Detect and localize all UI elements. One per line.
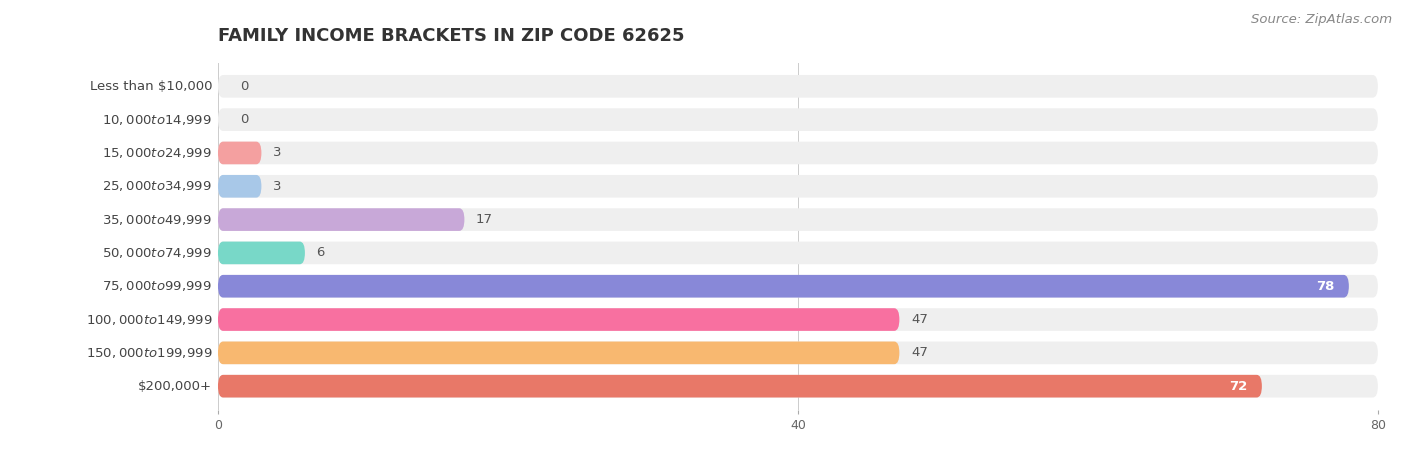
- Text: $200,000+: $200,000+: [138, 380, 212, 393]
- Text: $75,000 to $99,999: $75,000 to $99,999: [103, 279, 212, 293]
- FancyBboxPatch shape: [218, 242, 305, 264]
- FancyBboxPatch shape: [218, 142, 262, 164]
- Text: Source: ZipAtlas.com: Source: ZipAtlas.com: [1251, 14, 1392, 27]
- Text: $10,000 to $14,999: $10,000 to $14,999: [103, 112, 212, 126]
- Text: 72: 72: [1229, 380, 1247, 393]
- FancyBboxPatch shape: [218, 275, 1348, 297]
- Text: $35,000 to $49,999: $35,000 to $49,999: [103, 212, 212, 227]
- FancyBboxPatch shape: [218, 208, 1378, 231]
- Text: 3: 3: [273, 146, 281, 159]
- FancyBboxPatch shape: [218, 308, 900, 331]
- FancyBboxPatch shape: [218, 342, 1378, 364]
- Text: $15,000 to $24,999: $15,000 to $24,999: [103, 146, 212, 160]
- Text: 6: 6: [316, 247, 325, 259]
- Text: 0: 0: [239, 113, 247, 126]
- FancyBboxPatch shape: [218, 208, 464, 231]
- FancyBboxPatch shape: [218, 75, 1378, 98]
- Text: 78: 78: [1316, 280, 1334, 293]
- Text: 47: 47: [911, 346, 928, 360]
- Text: $150,000 to $199,999: $150,000 to $199,999: [86, 346, 212, 360]
- Text: $25,000 to $34,999: $25,000 to $34,999: [103, 179, 212, 193]
- FancyBboxPatch shape: [218, 342, 900, 364]
- FancyBboxPatch shape: [218, 242, 1378, 264]
- Text: Less than $10,000: Less than $10,000: [90, 80, 212, 93]
- Text: FAMILY INCOME BRACKETS IN ZIP CODE 62625: FAMILY INCOME BRACKETS IN ZIP CODE 62625: [218, 27, 685, 45]
- FancyBboxPatch shape: [218, 142, 1378, 164]
- FancyBboxPatch shape: [218, 375, 1378, 397]
- Text: 3: 3: [273, 180, 281, 193]
- Text: 17: 17: [477, 213, 494, 226]
- FancyBboxPatch shape: [218, 308, 1378, 331]
- FancyBboxPatch shape: [218, 275, 1378, 297]
- Text: 47: 47: [911, 313, 928, 326]
- FancyBboxPatch shape: [218, 175, 1378, 198]
- Text: $50,000 to $74,999: $50,000 to $74,999: [103, 246, 212, 260]
- Text: $100,000 to $149,999: $100,000 to $149,999: [86, 313, 212, 327]
- FancyBboxPatch shape: [218, 375, 1263, 397]
- FancyBboxPatch shape: [218, 175, 262, 198]
- FancyBboxPatch shape: [218, 108, 1378, 131]
- Text: 0: 0: [239, 80, 247, 93]
